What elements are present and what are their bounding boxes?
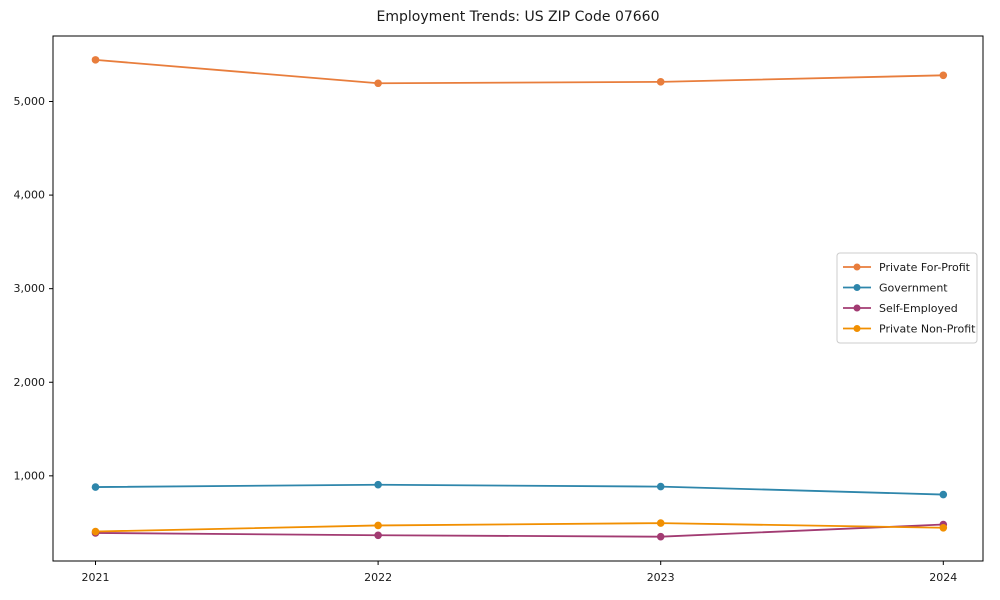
series-line-self-employed	[95, 523, 944, 538]
legend-marker-dot	[853, 263, 861, 271]
legend-label: Government	[879, 281, 948, 294]
series-line-private-for-profit	[95, 58, 944, 85]
plot-frame	[52, 35, 984, 562]
series-marker-private-non-profit	[656, 519, 665, 527]
series-marker-private-for-profit	[374, 79, 382, 88]
series-marker-government	[656, 482, 665, 491]
x-tick-label: 2023	[647, 571, 675, 584]
legend-label: Private Non-Profit	[879, 322, 976, 335]
x-tick-label: 2021	[82, 571, 110, 584]
legend-label: Private For-Profit	[879, 261, 971, 274]
y-tick-label: 5,000	[14, 95, 46, 108]
series-line-private-non-profit	[95, 522, 944, 533]
legend-item-private-for-profit: Private For-Profit	[843, 261, 971, 274]
legend-marker-dot	[853, 325, 861, 332]
chart-title: Employment Trends: US ZIP Code 07660	[376, 9, 660, 25]
x-tick-label: 2024	[929, 571, 957, 584]
y-tick-label: 1,000	[14, 469, 46, 482]
series-marker-private-for-profit	[939, 71, 948, 80]
series-marker-self-employed	[374, 531, 382, 540]
y-tick-label: 4,000	[14, 189, 46, 202]
y-tick-label: 2,000	[14, 376, 46, 389]
legend: Private For-Profit Government Self-Employe…	[836, 252, 978, 344]
series-marker-government	[374, 480, 382, 489]
legend-box	[836, 252, 978, 344]
series-line-government	[95, 483, 944, 496]
series-marker-private-non-profit	[91, 527, 100, 536]
legend-marker-dot	[853, 284, 861, 291]
legend-item-self-employed: Self-Employed	[843, 302, 958, 315]
series-marker-self-employed	[656, 532, 665, 541]
legend-marker-dot	[853, 304, 861, 312]
legend-label: Self-Employed	[879, 302, 958, 315]
legend-item-government: Government	[843, 281, 948, 294]
legend-item-private-non-profit: Private Non-Profit	[843, 322, 976, 335]
series-marker-government	[91, 483, 100, 491]
x-tick-label: 2022	[364, 571, 392, 584]
series-marker-private-for-profit	[656, 78, 665, 86]
series-marker-private-non-profit	[374, 521, 382, 530]
y-tick-label: 3,000	[14, 282, 46, 295]
series-marker-private-for-profit	[91, 56, 100, 64]
series-marker-private-non-profit	[939, 523, 948, 532]
series-marker-government	[939, 490, 948, 499]
